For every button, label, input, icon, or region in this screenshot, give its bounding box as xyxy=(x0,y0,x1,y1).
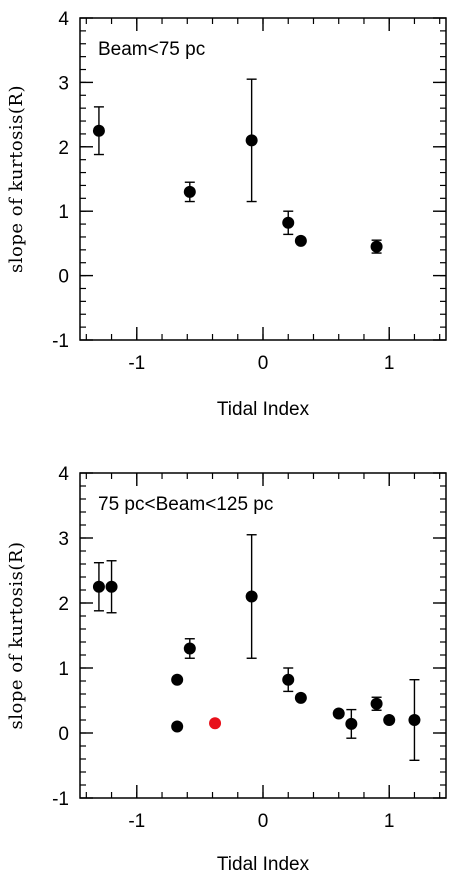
plot-frame xyxy=(79,472,447,799)
data-point xyxy=(209,717,222,730)
data-point xyxy=(183,185,196,198)
x-axis-label: Tidal Index xyxy=(217,854,310,875)
data-point xyxy=(92,124,105,137)
y-tick-label: 3 xyxy=(58,73,69,94)
beam-annotation: Beam<75 pc xyxy=(98,39,205,60)
y-tick-label: 2 xyxy=(58,594,69,615)
x-tick-label: 1 xyxy=(384,353,395,374)
x-axis-label: Tidal Index xyxy=(217,399,310,420)
plot-frame xyxy=(79,17,447,341)
y-tick-label: 1 xyxy=(58,202,69,223)
x-tick-label: 0 xyxy=(258,353,269,374)
y-tick-label: 4 xyxy=(58,9,69,30)
data-point xyxy=(383,714,396,726)
x-tick-label: 0 xyxy=(258,811,269,832)
data-point xyxy=(282,673,295,686)
x-tick-label: -1 xyxy=(128,353,145,374)
data-point xyxy=(370,240,383,253)
y-tick-label: -1 xyxy=(52,331,69,352)
y-axis-label: slope of kurtosis(R) xyxy=(6,85,27,273)
y-tick-label: 3 xyxy=(58,529,69,550)
data-point xyxy=(183,642,196,655)
beam-annotation: 75 pc<Beam<125 pc xyxy=(98,494,273,515)
x-tick-label: -1 xyxy=(128,811,145,832)
data-point xyxy=(171,720,184,733)
x-tick-label: 1 xyxy=(384,811,395,832)
data-point xyxy=(92,580,105,593)
y-tick-label: -1 xyxy=(52,789,69,810)
data-point xyxy=(245,590,258,603)
data-point xyxy=(332,707,345,720)
data-point xyxy=(294,691,307,704)
chart-panel-1: -1 0 1 -1 0 1 2 3 4 Tidal Index slope of kurtosis(… xyxy=(6,9,447,420)
y-tick-label: 1 xyxy=(58,659,69,680)
y-axis-label: slope of kurtosis(R) xyxy=(6,542,27,730)
data-point xyxy=(370,697,383,710)
data-point xyxy=(245,134,258,147)
data-point xyxy=(282,216,295,229)
y-tick-label: 4 xyxy=(58,464,69,485)
y-tick-label: 2 xyxy=(58,138,69,159)
data-point xyxy=(171,673,184,686)
data-point xyxy=(105,580,118,593)
y-tick-label: 0 xyxy=(58,724,69,745)
data-point xyxy=(345,717,358,730)
chart-panel-2: -1 0 1 -1 0 1 2 3 4 Tidal Index slope of kurtosis(… xyxy=(6,464,447,875)
y-tick-label: 0 xyxy=(58,267,69,288)
data-point xyxy=(408,714,421,726)
data-point xyxy=(294,234,307,247)
